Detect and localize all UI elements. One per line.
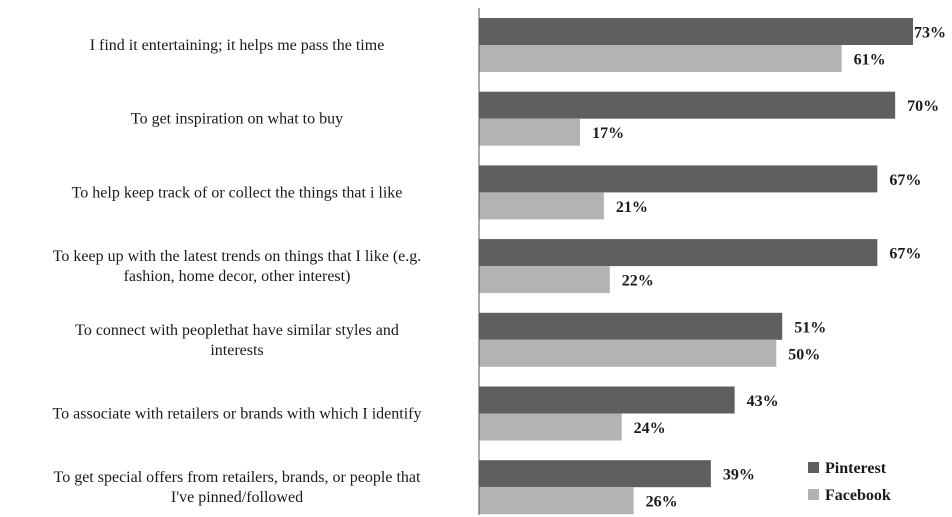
category-label: I find it entertaining; it helps me pass…: [90, 37, 385, 54]
category-label: To keep up with the latest trends on thi…: [53, 248, 422, 285]
legend-swatch-facebook: [808, 489, 819, 500]
bar-facebook: [479, 118, 581, 146]
category-label: To get inspiration on what to buy: [131, 111, 343, 128]
value-label-facebook: 26%: [646, 494, 678, 511]
value-label-pinterest: 67%: [889, 246, 921, 263]
value-label-facebook: 22%: [622, 273, 654, 290]
value-label-pinterest: 73%: [914, 25, 946, 42]
value-label-facebook: 21%: [616, 199, 648, 216]
value-label-pinterest: 43%: [747, 393, 779, 410]
bar-pinterest: [479, 165, 878, 193]
value-label-pinterest: 67%: [889, 172, 921, 189]
bar-facebook: [479, 339, 777, 367]
legend-label-facebook: Facebook: [825, 487, 891, 504]
bar-pinterest: [479, 91, 896, 119]
bar-pinterest: [479, 312, 783, 340]
bars-group: 73% 61% 70% 17% 67% 21% 67% 22% 51% 50% 43% 24% 39% 2…: [479, 18, 946, 515]
bar-pinterest: [479, 386, 735, 414]
category-label: To help keep track of or collect the thi…: [72, 184, 403, 201]
category-label: To associate with retailers or brands wi…: [53, 406, 422, 423]
bar-facebook: [479, 266, 610, 294]
legend: Pinterest Facebook: [808, 460, 891, 504]
value-label-facebook: 24%: [634, 420, 666, 437]
bar-facebook: [479, 45, 842, 72]
category-label: To connect with peoplethat have similar …: [75, 322, 399, 359]
bar-facebook: [479, 487, 634, 515]
category-label: To get special offers from retailers, br…: [54, 469, 421, 506]
value-label-pinterest: 70%: [907, 98, 939, 115]
value-label-facebook: 50%: [788, 346, 820, 363]
bar-facebook: [479, 413, 622, 441]
value-label-pinterest: 51%: [794, 319, 826, 336]
bar-pinterest: [479, 18, 913, 45]
value-label-facebook: 17%: [592, 125, 624, 142]
bar-facebook: [479, 192, 604, 220]
bar-pinterest: [479, 239, 878, 267]
bar-pinterest: [479, 460, 711, 488]
category-labels-group: I find it entertaining; it helps me pass…: [53, 37, 422, 506]
legend-label-pinterest: Pinterest: [825, 460, 887, 477]
value-label-pinterest: 39%: [723, 467, 755, 484]
legend-swatch-pinterest: [808, 462, 819, 473]
value-label-facebook: 61%: [854, 52, 886, 69]
